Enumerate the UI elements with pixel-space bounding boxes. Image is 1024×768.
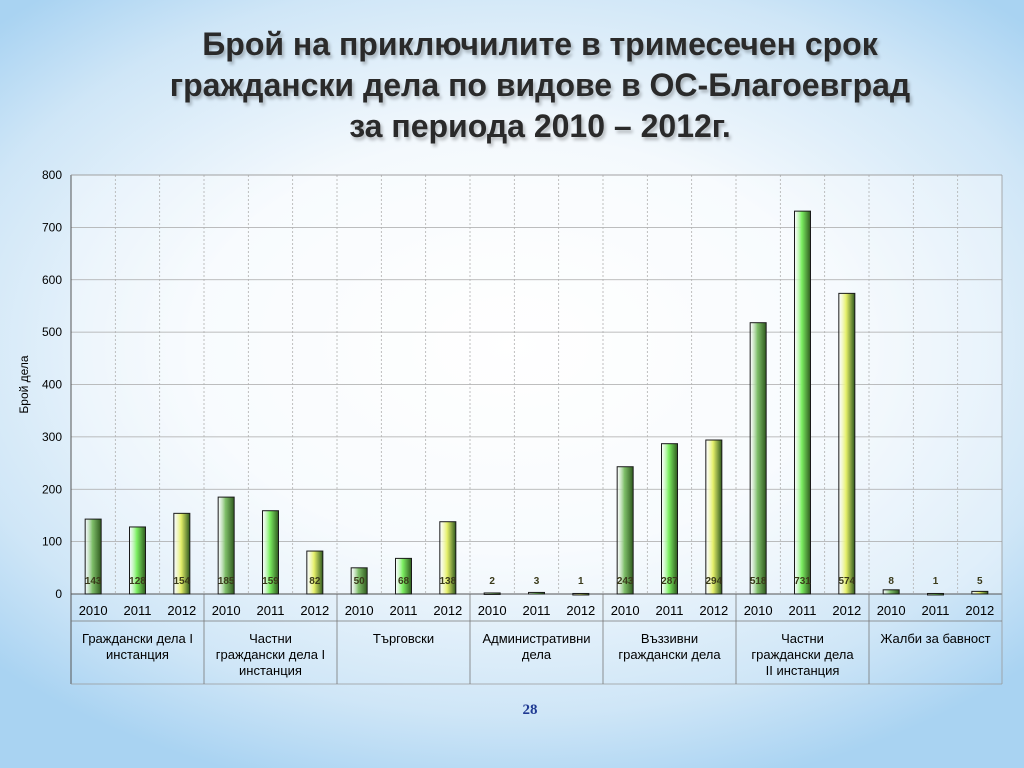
- x-tick-label: 2010: [744, 603, 773, 618]
- data-label: 5: [977, 576, 983, 587]
- title-line-1: Брой на приключилите в тримесечен срок: [202, 26, 878, 62]
- data-label: 518: [750, 576, 767, 587]
- bar: [173, 512, 191, 595]
- data-label: 82: [309, 576, 321, 587]
- bar: [262, 510, 279, 595]
- bar: [306, 550, 324, 595]
- y-tick-label: 500: [42, 325, 62, 339]
- x-tick-label: 2011: [124, 603, 152, 618]
- bar: [616, 466, 634, 595]
- group-label: Жалби за бавност: [880, 631, 990, 646]
- y-tick-label: 300: [42, 430, 62, 444]
- data-label: 3: [534, 576, 540, 587]
- y-tick-label: 700: [42, 220, 62, 234]
- x-tick-label: 2010: [611, 603, 640, 618]
- x-tick-label: 2011: [523, 603, 551, 618]
- bar: [129, 526, 146, 595]
- data-label: 1: [578, 576, 584, 587]
- bar: [217, 496, 235, 595]
- data-label: 143: [85, 576, 102, 587]
- group-label: Административни дела: [482, 631, 590, 662]
- data-label: 128: [129, 576, 146, 587]
- page-number: 28: [522, 702, 538, 718]
- data-label: 2: [489, 576, 495, 587]
- bar: [528, 591, 545, 595]
- group-label: Търговски: [373, 631, 434, 646]
- bar: [661, 443, 678, 595]
- data-label: 154: [173, 576, 190, 587]
- x-tick-label: 2010: [478, 603, 507, 618]
- bar: [749, 322, 767, 595]
- x-tick-label: 2011: [922, 603, 950, 618]
- bar: [927, 592, 944, 596]
- bar: [882, 589, 900, 595]
- title-line-3: за периода 2010 – 2012г.: [349, 108, 731, 144]
- y-tick-label: 400: [42, 378, 62, 392]
- data-label: 287: [661, 576, 678, 587]
- bar: [794, 210, 811, 595]
- x-tick-label: 2012: [566, 603, 595, 618]
- bar: [572, 592, 590, 596]
- y-tick-label: 0: [55, 587, 62, 601]
- data-label: 574: [838, 576, 855, 587]
- bar: [971, 590, 989, 595]
- x-tick-label: 2011: [390, 603, 418, 618]
- x-tick-label: 2010: [212, 603, 241, 618]
- x-tick-label: 2012: [433, 603, 462, 618]
- data-label: 1: [933, 576, 939, 587]
- y-tick-label: 100: [42, 535, 62, 549]
- x-tick-label: 2012: [832, 603, 861, 618]
- x-tick-label: 2012: [699, 603, 728, 618]
- x-tick-label: 2010: [345, 603, 374, 618]
- data-label: 50: [354, 576, 366, 587]
- bar: [705, 439, 723, 595]
- title-line-2: граждански дела по видове в ОС-Благоевгр…: [169, 67, 911, 103]
- bar: [350, 567, 368, 595]
- group-label: Частни граждански дела II инстанция: [751, 631, 854, 678]
- x-tick-label: 2011: [789, 603, 817, 618]
- x-tick-label: 2010: [79, 603, 108, 618]
- group-label: Въззивни граждански дела: [618, 631, 721, 662]
- data-label: 68: [398, 576, 410, 587]
- bar: [483, 592, 501, 595]
- y-tick-label: 200: [42, 482, 62, 496]
- bar: [395, 557, 412, 595]
- data-label: 243: [617, 576, 634, 587]
- x-tick-label: 2010: [877, 603, 906, 618]
- bar: [84, 518, 102, 595]
- data-label: 185: [218, 576, 235, 587]
- data-label: 8: [888, 576, 894, 587]
- bar: [838, 292, 856, 595]
- data-label: 159: [262, 576, 279, 587]
- x-tick-label: 2012: [965, 603, 994, 618]
- x-tick-label: 2011: [656, 603, 684, 618]
- data-label: 294: [705, 576, 722, 587]
- y-axis-label: Брой дела: [17, 355, 31, 414]
- y-tick-label: 800: [42, 168, 62, 182]
- y-tick-label: 600: [42, 273, 62, 287]
- x-tick-label: 2012: [167, 603, 196, 618]
- data-label: 138: [439, 576, 456, 587]
- data-label: 731: [794, 576, 811, 587]
- bar-chart: 0 100 200 300 400 500 600 700 800 Брой дела 143 201…: [17, 168, 1003, 685]
- bar: [439, 521, 457, 595]
- x-tick-label: 2012: [300, 603, 329, 618]
- slide-title: Брой на приключилите в тримесечен срок г…: [120, 24, 960, 147]
- x-tick-label: 2011: [257, 603, 285, 618]
